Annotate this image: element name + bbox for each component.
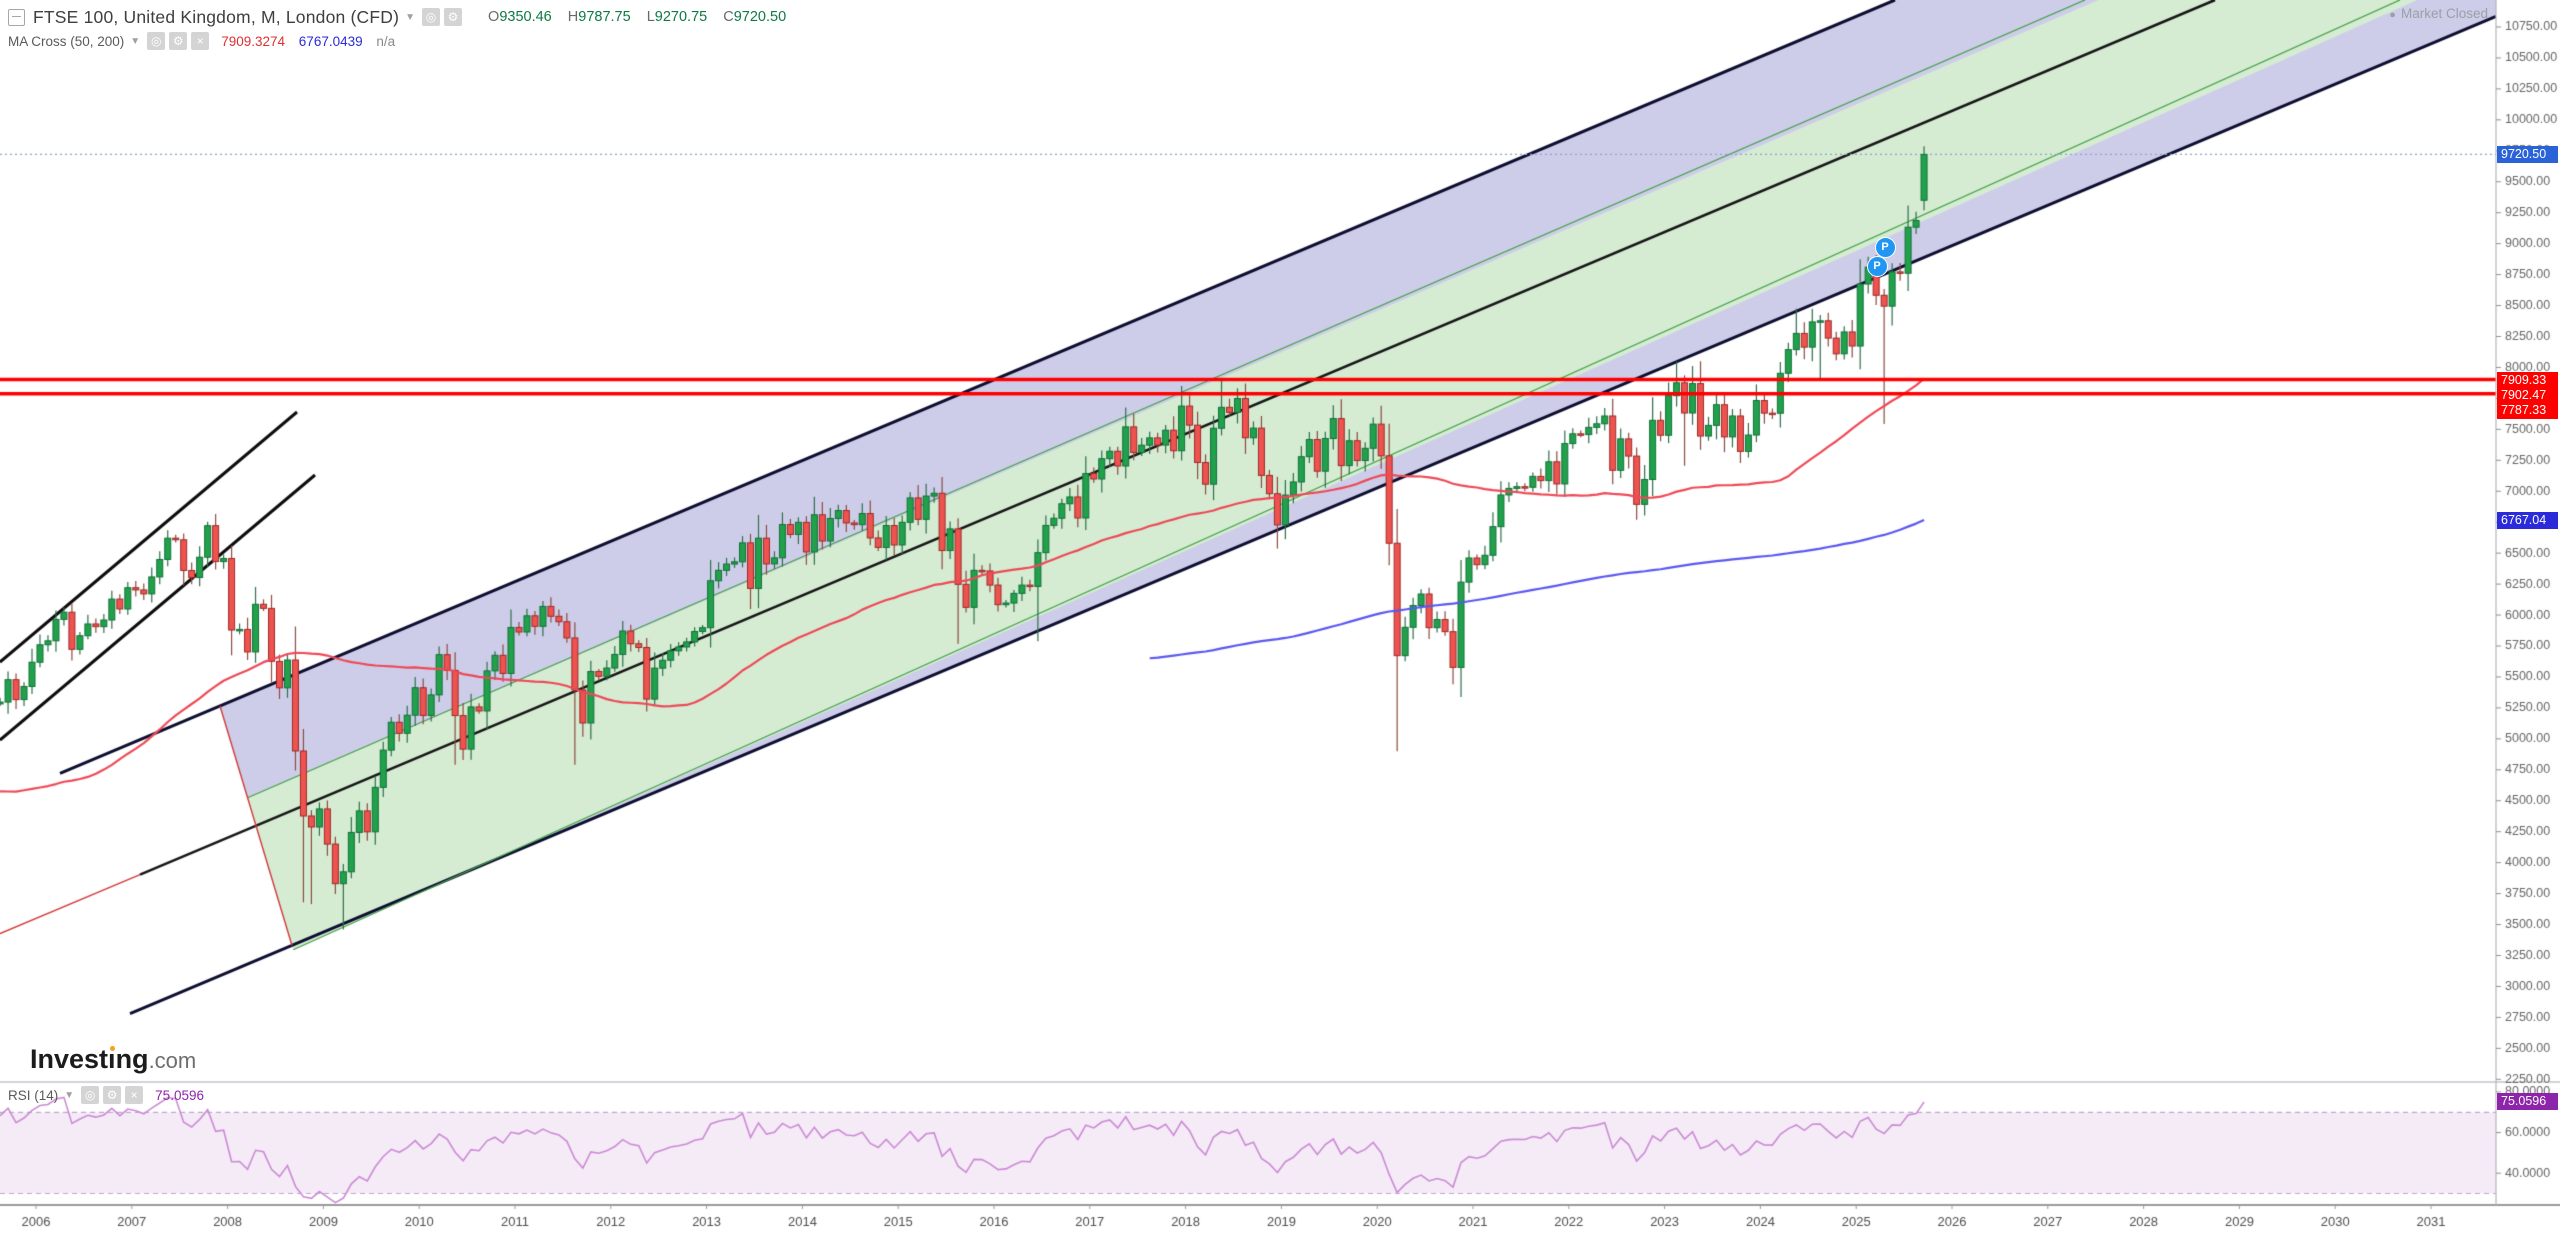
symbol-title[interactable]: FTSE 100, United Kingdom, M, London (CFD… [33, 6, 400, 27]
hline-lower-badge: 7787.33 [2497, 401, 2558, 419]
last-price-badge: 9720.50 [2497, 145, 2558, 163]
ma200-badge: 6767.04 [2497, 511, 2558, 529]
close-value: 9720.50 [733, 9, 787, 25]
rsi-label[interactable]: RSI (14) [8, 1087, 59, 1103]
settings-icon[interactable]: ⚙ [103, 1086, 122, 1104]
low-label: L [646, 9, 655, 25]
position-marker[interactable]: P [1866, 255, 1888, 277]
open-label: O [488, 9, 500, 25]
collapse-icon[interactable] [8, 8, 25, 26]
ma-cross-label[interactable]: MA Cross (50, 200) [8, 33, 125, 49]
eye-icon[interactable]: ◎ [81, 1086, 100, 1104]
close-icon[interactable]: × [191, 32, 210, 50]
position-marker[interactable]: P [1874, 236, 1896, 258]
legend: FTSE 100, United Kingdom, M, London (CFD… [8, 5, 786, 51]
ma-na-value: n/a [376, 33, 396, 49]
status-dot-icon: ● [2389, 9, 2396, 21]
chevron-down-icon[interactable]: ▼ [64, 1089, 75, 1101]
ma50-value: 7909.3274 [221, 33, 286, 49]
chevron-down-icon[interactable]: ▼ [130, 35, 141, 47]
market-status: ● Market Closed [2389, 6, 2488, 21]
logo-i-dot: ı [108, 1044, 116, 1074]
settings-icon[interactable]: ⚙ [169, 32, 188, 50]
rsi-badge: 75.0596 [2497, 1092, 2558, 1110]
eye-icon[interactable]: ◎ [147, 32, 166, 50]
eye-icon[interactable]: ◎ [422, 8, 441, 26]
ma200-value: 6767.0439 [298, 33, 363, 49]
close-label: C [723, 9, 734, 25]
high-label: H [567, 9, 579, 25]
close-icon[interactable]: × [125, 1086, 144, 1104]
chevron-down-icon[interactable]: ▼ [405, 11, 416, 23]
ma-cross-values: 7909.3274 6767.0439 n/a [221, 34, 395, 49]
ma50-badge: 7909.33 [2497, 371, 2558, 389]
rsi-value: 75.0596 [155, 1087, 204, 1103]
open-value: 9350.46 [499, 9, 552, 25]
rsi-legend-row: RSI (14) ▼ ◎ ⚙ × 75.0596 [8, 1086, 204, 1104]
ma-cross-legend-row: MA Cross (50, 200) ▼ ◎ ⚙ × 7909.3274 676… [8, 31, 786, 51]
hline-upper-badge: 7902.47 [2497, 386, 2558, 404]
logo-tld: .com [148, 1048, 197, 1073]
investing-logo: Investı ng.com [30, 1044, 197, 1074]
low-value: 9270.75 [654, 9, 708, 25]
settings-icon[interactable]: ⚙ [444, 8, 463, 26]
high-value: 9787.75 [578, 9, 631, 25]
symbol-legend-row: FTSE 100, United Kingdom, M, London (CFD… [8, 5, 786, 29]
market-status-label: Market Closed [2400, 6, 2488, 21]
ohlc-values: O9350.46 H9787.75 L9270.75 C9720.50 [476, 9, 786, 25]
